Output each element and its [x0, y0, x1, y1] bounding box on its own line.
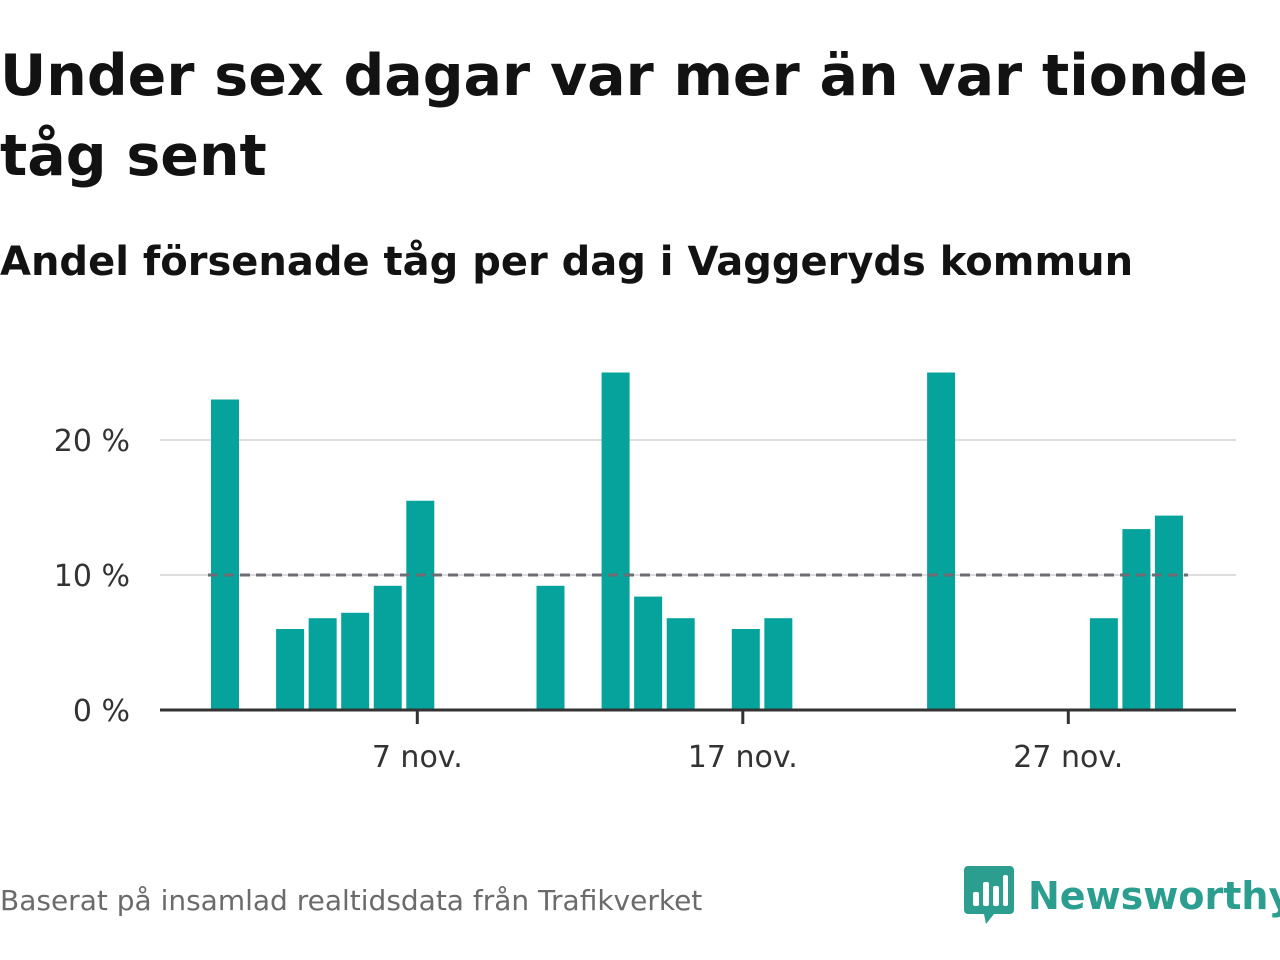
bar: [308, 618, 337, 710]
bar: [666, 618, 695, 710]
bar: [601, 372, 630, 710]
y-tick-label: 10 %: [54, 559, 130, 594]
bar: [406, 500, 435, 710]
source-note: Baserat på insamlad realtidsdata från Tr…: [0, 884, 703, 917]
bar-chart: 0 % 10 % 20 % 7 nov. 17 nov. 27 nov.: [54, 372, 1236, 775]
bar: [341, 612, 370, 710]
chart-subtitle: Andel försenade tåg per dag i Vaggeryds …: [0, 239, 1134, 285]
bar: [373, 585, 402, 710]
brand-logo: Newsworthy: [964, 864, 1280, 928]
bar: [731, 629, 760, 710]
x-tick-label: 17 nov.: [688, 740, 798, 775]
bar: [1122, 529, 1151, 710]
y-tick-label: 0 %: [73, 694, 130, 729]
chart-title: Under sex dagar var mer än var tionde tå…: [0, 43, 1248, 189]
bar: [1089, 618, 1118, 710]
bar: [536, 585, 565, 710]
x-tick-label: 27 nov.: [1013, 740, 1123, 775]
x-tick-label: 7 nov.: [372, 740, 463, 775]
newsworthy-logo-icon: [964, 866, 1014, 924]
bar: [634, 596, 663, 710]
bar: [1154, 515, 1183, 710]
bar: [211, 399, 239, 710]
bar: [276, 629, 305, 710]
brand-name: Newsworthy: [1028, 874, 1280, 918]
bar: [764, 618, 793, 710]
bar: [927, 372, 956, 710]
y-tick-label: 20 %: [54, 424, 130, 459]
